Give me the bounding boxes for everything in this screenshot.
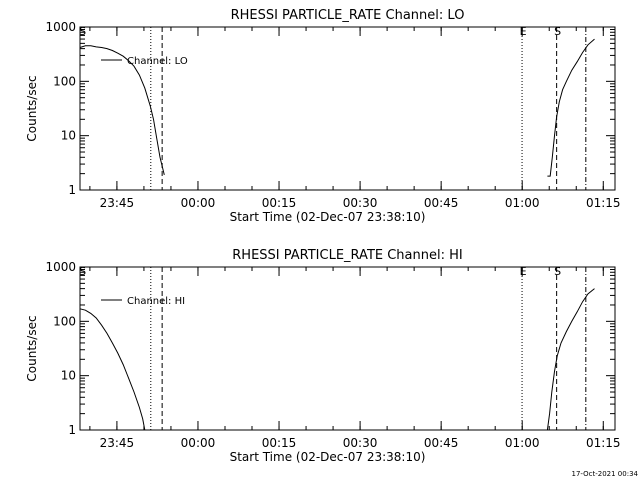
chart-panel-2: RHESSI PARTICLE_RATE Channel: HI 1 10 100 10… [25, 248, 621, 464]
series-line-segment-1 [79, 45, 165, 176]
series-line-segment-2 [546, 288, 595, 431]
x-tick-label: 00:00 [181, 196, 216, 210]
x-tick-label: 01:00 [505, 436, 540, 450]
x-tick-label: 00:30 [343, 436, 378, 450]
y-tick-label: 1 [68, 183, 76, 197]
x-tick-label: 00:30 [343, 196, 378, 210]
x-tick-label: 00:00 [181, 436, 216, 450]
x-tick-label: 01:15 [586, 196, 621, 210]
plot-frame [79, 26, 616, 191]
x-tick-label: 01:00 [505, 196, 540, 210]
chart-panel-1: RHESSI PARTICLE_RATE Channel: LO 1 10 100 10… [25, 8, 621, 224]
chart-title: RHESSI PARTICLE_RATE Channel: HI [232, 248, 462, 263]
x-axis-label: Start Time (02-Dec-07 23:38:10) [230, 450, 426, 464]
y-tick-label: 100 [53, 74, 76, 88]
y-tick-label: 10 [61, 369, 76, 383]
x-tick-label: 23:45 [100, 196, 135, 210]
marker-label: S [554, 265, 561, 278]
y-tick-label: 1000 [45, 260, 76, 274]
marker-label: S [554, 25, 561, 38]
series-line-segment-2 [547, 38, 595, 177]
chart-title: RHESSI PARTICLE_RATE Channel: LO [231, 8, 465, 23]
y-tick-label: 100 [53, 314, 76, 328]
footer-timestamp: 17-Oct-2021 00:34 [572, 470, 639, 478]
plot-frame [79, 266, 616, 431]
x-tick-label: 00:15 [262, 196, 297, 210]
x-axis-label: Start Time (02-Dec-07 23:38:10) [230, 210, 426, 224]
series-line-segment-1 [79, 308, 146, 431]
marker-label: E [520, 265, 527, 278]
y-tick-label: 10 [61, 129, 76, 143]
marker-label: S [79, 265, 86, 278]
x-tick-label: 01:15 [586, 436, 621, 450]
y-axis-label: Counts/sec [25, 315, 39, 381]
legend-label: Channel: HI [127, 296, 185, 307]
y-axis-label: Counts/sec [25, 75, 39, 141]
marker-label: E [520, 25, 527, 38]
x-tick-label: 23:45 [100, 436, 135, 450]
y-tick-label: 1 [68, 423, 76, 437]
legend-label: Channel: LO [127, 56, 188, 67]
x-tick-label: 00:15 [262, 436, 297, 450]
x-tick-label: 00:45 [424, 436, 459, 450]
x-tick-label: 00:45 [424, 196, 459, 210]
y-tick-label: 1000 [45, 20, 76, 34]
marker-label: S [79, 25, 86, 38]
